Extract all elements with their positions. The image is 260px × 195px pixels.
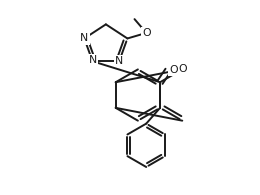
Text: N: N — [88, 55, 97, 65]
Text: O: O — [170, 65, 178, 75]
Text: O: O — [178, 64, 187, 74]
Text: N: N — [115, 56, 123, 66]
Text: O: O — [142, 28, 151, 38]
Text: N: N — [80, 34, 88, 43]
